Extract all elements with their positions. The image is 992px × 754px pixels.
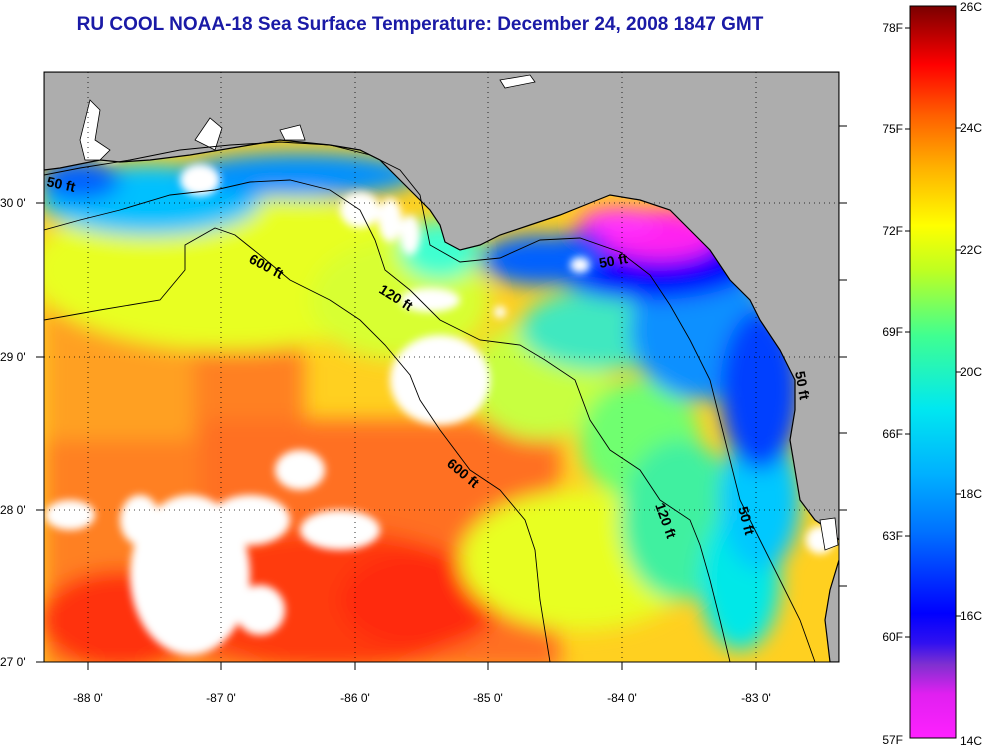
colorbar-ticks [905, 27, 961, 638]
colorbar-f-label: 69F [882, 325, 903, 339]
colorbar-c-label: 26C [960, 0, 982, 14]
lon-axis [87, 662, 757, 670]
colorbar-celsius-labels: 26C 24C 22C 20C 18C 16C 14C [960, 0, 982, 748]
land-bays [79, 74, 839, 551]
lon-tick-label: -86 0' [340, 691, 370, 705]
contour-label-50ft-west: 50 ft [45, 173, 77, 195]
colorbar-f-label: 63F [882, 529, 903, 543]
lat-tick-label: 27 0' [0, 655, 26, 669]
lon-tick-label: -83 0' [741, 691, 771, 705]
land-mass [44, 72, 839, 662]
lat-tick-label: 30 0' [0, 196, 26, 210]
graticule [44, 72, 839, 662]
map-panel: 50 ft 600 ft 120 ft 50 ft 600 ft 120 ft … [44, 72, 839, 662]
colorbar-f-label: 60F [882, 630, 903, 644]
map-title: RU COOL NOAA-18 Sea Surface Temperature:… [76, 14, 764, 35]
colorbar-f-label: 75F [882, 122, 903, 136]
colorbar-c-label: 22C [960, 243, 982, 257]
colorbar-f-label: 57F [882, 733, 903, 747]
map-frame [43, 71, 840, 663]
colorbar-c-label: 16C [960, 609, 982, 623]
lat-tick-labels: 30 0' 29 0' 28 0' 27 0' [0, 196, 26, 669]
lat-axis [36, 125, 847, 663]
colorbar-f-label: 72F [882, 224, 903, 238]
colorbar-fahrenheit-labels: 78F 75F 72F 69F 66F 63F 60F 57F [882, 21, 903, 747]
colorbar-c-label: 20C [960, 365, 982, 379]
lon-tick-label: -87 0' [206, 691, 236, 705]
contour-label-50ft-coast: 50 ft [735, 505, 758, 537]
colorbar-f-label: 66F [882, 427, 903, 441]
lon-tick-labels: -88 0' -87 0' -86 0' -85 0' -84 0' -83 0… [73, 691, 771, 705]
colorbar-c-label: 14C [960, 734, 982, 748]
lon-tick-label: -88 0' [73, 691, 103, 705]
lon-tick-label: -84 0' [607, 691, 637, 705]
colorbar-f-label: 78F [882, 21, 903, 35]
contour-label-50ft-east: 50 ft [598, 250, 629, 271]
lat-tick-label: 28 0' [0, 503, 26, 517]
colorbar-ramp [909, 5, 957, 739]
contour-label-50ft-edge: 50 ft [792, 370, 813, 401]
lon-tick-label: -85 0' [473, 691, 503, 705]
colorbar: 78F 75F 72F 69F 66F 63F 60F 57F 26C 24C … [882, 0, 982, 748]
lat-tick-label: 29 0' [0, 350, 26, 364]
bathymetry-contours [44, 141, 816, 662]
colorbar-c-label: 18C [960, 487, 982, 501]
cloud-mask [45, 138, 834, 655]
colorbar-c-label: 24C [960, 121, 982, 135]
